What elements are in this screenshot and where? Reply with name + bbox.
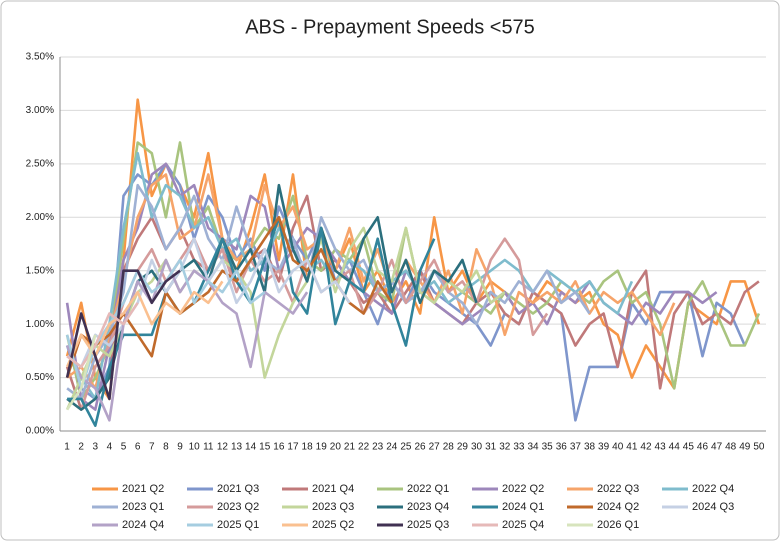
x-tick-label: 1 bbox=[64, 442, 70, 453]
legend-label: 2022 Q3 bbox=[597, 483, 639, 495]
x-tick-label: 3 bbox=[93, 442, 99, 453]
x-tick-label: 46 bbox=[697, 442, 709, 453]
x-tick-label: 13 bbox=[231, 442, 243, 453]
x-tick-label: 48 bbox=[725, 442, 737, 453]
legend-label: 2025 Q2 bbox=[312, 519, 354, 531]
legend-label: 2023 Q2 bbox=[217, 501, 259, 513]
x-tick-label: 34 bbox=[527, 442, 539, 453]
x-tick-label: 17 bbox=[287, 442, 299, 453]
x-tick-label: 7 bbox=[149, 442, 155, 453]
series-line bbox=[65, 226, 506, 411]
x-tick-label: 8 bbox=[163, 442, 169, 453]
legend-label: 2021 Q4 bbox=[312, 483, 354, 495]
x-tick-label: 4 bbox=[107, 442, 113, 453]
x-tick-label: 11 bbox=[203, 442, 214, 453]
x-tick-label: 33 bbox=[513, 442, 525, 453]
x-tick-label: 38 bbox=[584, 442, 596, 453]
legend-label: 2024 Q3 bbox=[692, 501, 734, 513]
x-tick-label: 9 bbox=[177, 442, 183, 453]
y-tick-label: 2.50% bbox=[26, 158, 54, 169]
x-tick-label: 27 bbox=[429, 442, 441, 453]
y-tick-label: 3.00% bbox=[26, 105, 54, 116]
x-tick-label: 40 bbox=[612, 442, 624, 453]
legend-label: 2022 Q4 bbox=[692, 483, 734, 495]
legend-label: 2021 Q3 bbox=[217, 483, 259, 495]
x-tick-label: 24 bbox=[386, 442, 398, 453]
x-tick-label: 14 bbox=[245, 442, 257, 453]
series-line bbox=[66, 183, 591, 401]
x-tick-label: 22 bbox=[358, 442, 370, 453]
chart-title: ABS - Prepayment Speeds <575 bbox=[245, 16, 535, 38]
x-tick-label: 39 bbox=[598, 442, 610, 453]
x-tick-label: 21 bbox=[344, 442, 356, 453]
x-tick-label: 19 bbox=[316, 442, 328, 453]
legend-label: 2023 Q3 bbox=[312, 501, 354, 513]
x-tick-label: 50 bbox=[753, 442, 765, 453]
x-tick-label: 26 bbox=[414, 442, 426, 453]
x-tick-label: 18 bbox=[302, 442, 314, 453]
legend-label: 2025 Q1 bbox=[217, 519, 259, 531]
x-tick-label: 15 bbox=[259, 442, 271, 453]
x-tick-label: 45 bbox=[683, 442, 695, 453]
x-tick-label: 35 bbox=[542, 442, 554, 453]
x-tick-label: 23 bbox=[372, 442, 384, 453]
legend-label: 2022 Q1 bbox=[407, 483, 449, 495]
x-tick-label: 44 bbox=[669, 442, 681, 453]
y-tick-label: 3.50% bbox=[26, 52, 54, 63]
legend-label: 2024 Q1 bbox=[502, 501, 544, 513]
series-line bbox=[65, 269, 181, 401]
y-tick-label: 1.00% bbox=[26, 319, 54, 330]
x-tick-label: 42 bbox=[640, 442, 652, 453]
x-tick-label: 41 bbox=[626, 442, 638, 453]
series-line bbox=[66, 334, 97, 411]
y-tick-label: 0.50% bbox=[26, 372, 54, 383]
x-tick-label: 49 bbox=[739, 442, 751, 453]
x-tick-label: 2 bbox=[78, 442, 84, 453]
legend-label: 2026 Q1 bbox=[597, 519, 639, 531]
legend-label: 2024 Q2 bbox=[597, 501, 639, 513]
legend-label: 2021 Q2 bbox=[122, 483, 164, 495]
series-line bbox=[66, 302, 139, 369]
y-tick-label: 0.00% bbox=[26, 426, 54, 437]
x-tick-label: 12 bbox=[217, 442, 229, 453]
x-tick-label: 36 bbox=[556, 442, 568, 453]
x-tick-label: 25 bbox=[400, 442, 412, 453]
legend-label: 2022 Q2 bbox=[502, 483, 544, 495]
legend-label: 2024 Q4 bbox=[122, 519, 164, 531]
x-tick-label: 47 bbox=[711, 442, 723, 453]
x-tick-label: 28 bbox=[443, 442, 455, 453]
x-tick-label: 32 bbox=[499, 442, 511, 453]
x-tick-label: 43 bbox=[655, 442, 667, 453]
x-tick-label: 16 bbox=[273, 442, 285, 453]
legend-label: 2023 Q1 bbox=[122, 501, 164, 513]
x-tick-label: 5 bbox=[121, 442, 127, 453]
x-tick-label: 29 bbox=[457, 442, 469, 453]
legend-label: 2025 Q4 bbox=[502, 519, 544, 531]
x-tick-label: 31 bbox=[485, 442, 497, 453]
legend-label: 2023 Q4 bbox=[407, 501, 449, 513]
x-tick-label: 37 bbox=[570, 442, 582, 453]
y-tick-label: 2.00% bbox=[26, 212, 54, 223]
y-tick-label: 1.50% bbox=[26, 265, 54, 276]
x-tick-label: 20 bbox=[330, 442, 342, 453]
legend-label: 2025 Q3 bbox=[407, 519, 449, 531]
x-tick-label: 6 bbox=[135, 442, 141, 453]
x-tick-label: 10 bbox=[189, 442, 201, 453]
x-tick-label: 30 bbox=[471, 442, 483, 453]
